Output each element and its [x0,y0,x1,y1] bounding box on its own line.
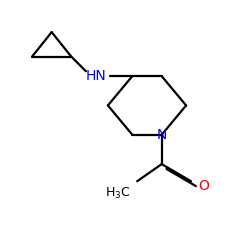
Text: HN: HN [86,69,107,83]
Text: N: N [156,128,167,142]
Text: H$_3$C: H$_3$C [105,186,130,201]
Text: O: O [198,179,209,193]
